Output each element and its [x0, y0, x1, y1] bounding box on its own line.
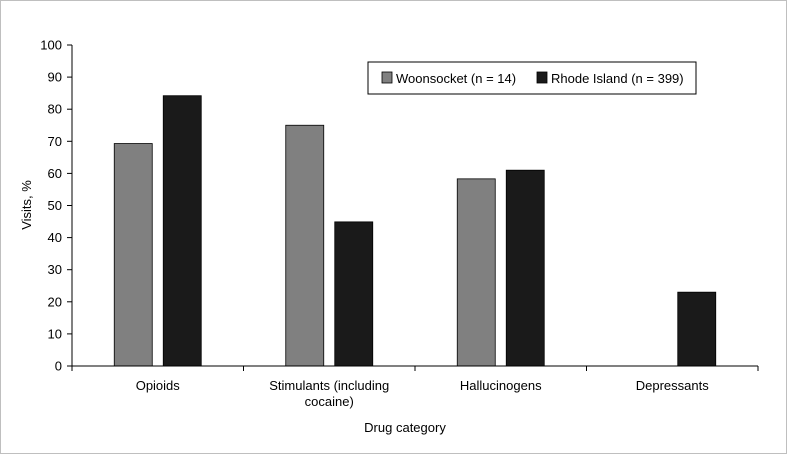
y-tick-label: 0 [55, 359, 62, 374]
x-axis-ticks: Opioids Stimulants (including cocaine) Hall… [71, 366, 759, 409]
y-tick-label: 60 [48, 166, 62, 181]
bar-rhode-island [677, 291, 717, 367]
legend-swatch-rhode-island [536, 71, 548, 84]
legend-label-woonsocket: Woonsocket (n = 14) [396, 71, 516, 86]
y-tick-label: 70 [48, 134, 62, 149]
bars [113, 95, 717, 367]
y-tick-label: 100 [40, 38, 62, 53]
y-tick-label: 20 [48, 294, 62, 309]
x-tick-label: Stimulants (including cocaine) [269, 378, 389, 409]
y-tick-label: 30 [48, 262, 62, 277]
y-tick-label: 10 [48, 326, 62, 341]
x-tick-label: Hallucinogens [460, 378, 542, 393]
y-tick-label: 40 [48, 230, 62, 245]
bar-rhode-island [162, 95, 202, 367]
y-tick-label: 50 [48, 198, 62, 213]
bar-rhode-island [334, 221, 374, 367]
y-tick-label: 80 [48, 102, 62, 117]
x-tick-label: Opioids [136, 378, 181, 393]
legend-label-rhode-island: Rhode Island (n = 399) [551, 71, 684, 86]
y-axis-title: Visits, % [19, 180, 34, 230]
bar-rhode-island [505, 169, 545, 367]
legend-swatch-woonsocket [381, 71, 393, 84]
y-axis-ticks: 0 10 20 30 40 50 60 70 80 90 100 [40, 38, 72, 374]
legend: Woonsocket (n = 14) Rhode Island (n = 39… [367, 61, 697, 95]
x-axis-title: Drug category [364, 420, 446, 435]
x-tick-label: Depressants [636, 378, 709, 393]
y-tick-label: 90 [48, 70, 62, 85]
bar-woonsocket [113, 143, 153, 367]
legend-box [367, 61, 697, 95]
bar-woonsocket [285, 124, 325, 367]
bar-woonsocket [456, 178, 496, 367]
